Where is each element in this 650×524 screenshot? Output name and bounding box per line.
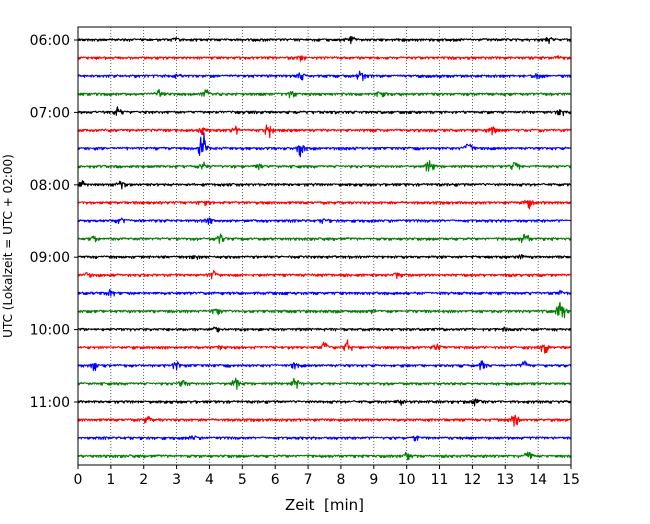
x-tick-label: 15 bbox=[562, 472, 580, 488]
trace-1000 bbox=[77, 326, 572, 333]
x-tick-label: 12 bbox=[463, 472, 481, 488]
trace-0600 bbox=[77, 36, 572, 45]
x-tick-label: 2 bbox=[139, 472, 148, 488]
trace-1130 bbox=[77, 435, 572, 442]
trace-0945 bbox=[77, 301, 572, 319]
trace-layer bbox=[77, 36, 572, 461]
y-tick-label: 09:00 bbox=[30, 250, 70, 266]
trace-0915 bbox=[77, 269, 571, 280]
x-tick-label: 4 bbox=[205, 472, 214, 488]
trace-0845 bbox=[77, 233, 572, 244]
y-tick-label: 08:00 bbox=[30, 178, 70, 194]
y-tick-label: 10:00 bbox=[30, 323, 70, 339]
y-tick-label: 11:00 bbox=[30, 395, 70, 411]
trace-0645 bbox=[77, 88, 572, 99]
plot-frame bbox=[77, 26, 572, 466]
trace-0615 bbox=[77, 55, 572, 62]
trace-1100 bbox=[77, 398, 572, 407]
trace-1030 bbox=[77, 360, 572, 372]
x-tick-label: 13 bbox=[496, 472, 514, 488]
x-axis-label: Zeit [min] bbox=[285, 496, 364, 514]
trace-0745 bbox=[77, 160, 572, 172]
trace-0800 bbox=[77, 180, 572, 190]
x-tick-label: 7 bbox=[304, 472, 313, 488]
y-tick-label: 07:00 bbox=[30, 105, 70, 121]
trace-1115 bbox=[77, 414, 572, 427]
grid-layer bbox=[110, 27, 539, 465]
trace-0715 bbox=[77, 124, 572, 139]
x-tick-label: 3 bbox=[172, 472, 181, 488]
trace-0815 bbox=[77, 199, 572, 210]
x-tick-label: 0 bbox=[74, 472, 83, 488]
x-tick-label: 10 bbox=[398, 472, 416, 488]
x-tick-label: 6 bbox=[271, 472, 280, 488]
trace-0900 bbox=[77, 253, 572, 260]
trace-0700 bbox=[77, 106, 572, 117]
y-axis-label: UTC (Lokalzeit = UTC + 02:00) bbox=[1, 154, 15, 338]
y-axis-ticks: 06:00 07:00 08:00 09:00 10:00 11:00 bbox=[30, 33, 78, 411]
x-tick-label: 9 bbox=[369, 472, 378, 488]
trace-0830 bbox=[77, 217, 572, 225]
trace-1145 bbox=[77, 451, 572, 461]
trace-0730 bbox=[77, 132, 572, 158]
trace-1045 bbox=[77, 377, 572, 391]
x-tick-label: 5 bbox=[238, 472, 247, 488]
x-axis-ticks: 0 1 2 3 4 5 6 7 8 9 10 11 12 13 14 15 bbox=[74, 465, 580, 488]
x-tick-label: 14 bbox=[529, 472, 547, 488]
trace-0930 bbox=[77, 288, 572, 297]
x-tick-label: 11 bbox=[431, 472, 449, 488]
trace-1015 bbox=[77, 339, 572, 354]
trace-0630 bbox=[77, 70, 572, 82]
y-tick-label: 06:00 bbox=[30, 33, 70, 49]
x-tick-label: 8 bbox=[336, 472, 345, 488]
x-tick-label: 1 bbox=[106, 472, 115, 488]
